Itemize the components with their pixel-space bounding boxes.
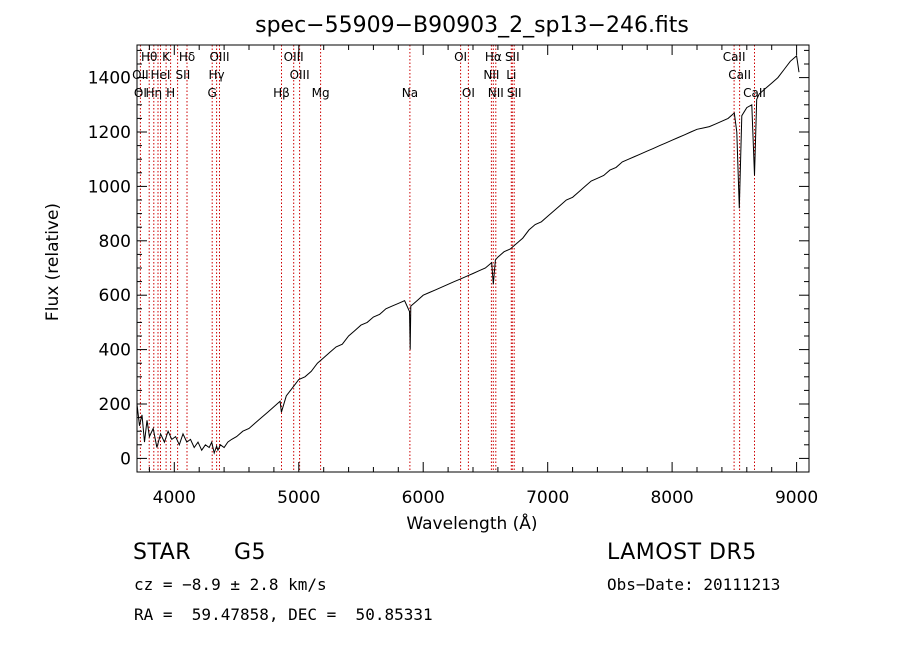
spectral-line-label: HeI bbox=[151, 68, 171, 82]
y-axis-label: Flux (relative) bbox=[43, 203, 63, 321]
y-tick-label: 1000 bbox=[88, 177, 131, 197]
spectral-line-label: H bbox=[166, 86, 175, 100]
spectral-line-label: Hθ bbox=[141, 50, 157, 64]
object-subclass: G5 bbox=[234, 540, 267, 565]
chart-title: spec−55909−B90903_2_sp13−246.fits bbox=[255, 13, 689, 38]
spectral-line-label: OI bbox=[454, 50, 467, 64]
x-tick-label: 5000 bbox=[277, 488, 320, 508]
y-tick-label: 400 bbox=[99, 341, 131, 361]
spectral-line-label: OIII bbox=[290, 68, 310, 82]
spectral-line-label: Hβ bbox=[273, 86, 290, 100]
spectral-line-label: OIII bbox=[209, 50, 229, 64]
spectral-line-label: K bbox=[162, 50, 171, 64]
x-tick-label: 9000 bbox=[775, 488, 818, 508]
y-tick-label: 800 bbox=[99, 232, 131, 252]
spectral-line-label: CaII bbox=[723, 50, 746, 64]
x-tick-label: 6000 bbox=[402, 488, 445, 508]
spectral-line-label: NII bbox=[488, 86, 504, 100]
x-tick-label: 4000 bbox=[153, 488, 196, 508]
y-axis: 0 200 400 600 800 1000 1200 1400 bbox=[88, 49, 809, 469]
spectral-line-label: Hα bbox=[485, 50, 502, 64]
spectral-line-markers bbox=[139, 45, 755, 472]
y-tick-label: 600 bbox=[99, 286, 131, 306]
redshift-velocity: cz = −8.9 ± 2.8 km/s bbox=[134, 575, 327, 594]
spectral-line-label: G bbox=[208, 86, 217, 100]
coordinates: RA = 59.47858, DEC = 50.85331 bbox=[134, 605, 433, 624]
spectral-line-label: Mg bbox=[312, 86, 330, 100]
object-class: STAR bbox=[133, 540, 192, 565]
spectral-line-label: Hγ bbox=[209, 68, 225, 82]
spectral-line-label: Li bbox=[506, 68, 516, 82]
spectral-line-label: SII bbox=[507, 86, 522, 100]
y-tick-label: 200 bbox=[99, 395, 131, 415]
spectral-line-label: CaII bbox=[743, 86, 766, 100]
flux-line bbox=[136, 54, 800, 455]
y-tick-label: 0 bbox=[120, 449, 131, 469]
spectral-line-label: SII bbox=[505, 50, 520, 64]
x-axis: 4000 5000 6000 7000 8000 9000 bbox=[148, 45, 818, 508]
observation-date: Obs−Date: 20111213 bbox=[607, 575, 781, 594]
plot-frame bbox=[136, 44, 810, 473]
spectral-line-label: NII bbox=[483, 68, 499, 82]
spectral-line-label: OI bbox=[462, 86, 475, 100]
spectral-line-label: OII bbox=[132, 68, 149, 82]
spectral-line-label: OIII bbox=[284, 50, 304, 64]
spectral-line-label: SII bbox=[176, 68, 191, 82]
y-tick-label: 1400 bbox=[88, 69, 131, 89]
spectral-line-label: Na bbox=[402, 86, 418, 100]
x-tick-label: 8000 bbox=[650, 488, 693, 508]
x-axis-label: Wavelength (Å) bbox=[406, 512, 537, 534]
x-tick-label: 7000 bbox=[526, 488, 569, 508]
flux-series bbox=[136, 54, 800, 455]
survey-name: LAMOST DR5 bbox=[607, 540, 757, 565]
spectral-line-label: Hδ bbox=[179, 50, 195, 64]
y-tick-label: 1200 bbox=[88, 123, 131, 143]
spectral-line-label: CaII bbox=[728, 68, 751, 82]
spectral-line-label: Hη bbox=[145, 86, 162, 100]
